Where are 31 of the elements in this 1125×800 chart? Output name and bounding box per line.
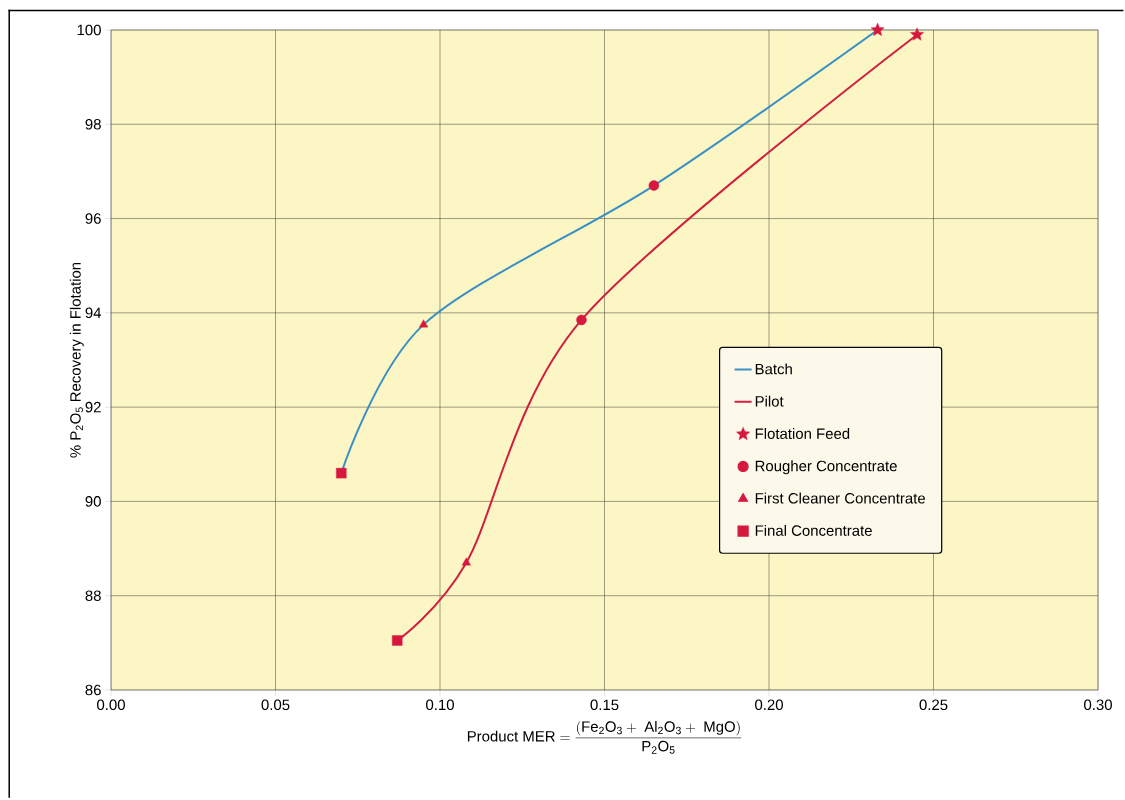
y-tick-label: 98 xyxy=(85,118,101,130)
legend-label: Final Concentrate xyxy=(755,524,872,536)
x-tick-label: 0.00 xyxy=(97,699,125,711)
y-tick-label: 86 xyxy=(85,684,101,696)
x-axis-title: $\mathrm{Product\ MER} = \frac{(\mathrm{Fe_2O_3}+\ \mathrm{Al_2O_3}+\ \mathrm{MgO})}{\mathrm{P_2O_5}}$ xyxy=(467,720,742,754)
x-tick-label: 0.15 xyxy=(590,699,619,711)
point xyxy=(461,557,471,566)
y-tick-label: 90 xyxy=(85,496,101,507)
point xyxy=(336,467,347,479)
x-tick-label: 0.25 xyxy=(919,699,948,711)
x-tick-label: 0.20 xyxy=(755,699,783,711)
point xyxy=(576,314,587,326)
x-tick-label: 0.10 xyxy=(426,699,454,711)
y-axis-title: % P$_{2}$O$_{5}$ Recovery in Flotation xyxy=(69,262,84,458)
y-tick-label: 100 xyxy=(77,24,101,36)
x-tick-label: 0.05 xyxy=(261,699,290,711)
point xyxy=(870,22,885,36)
point xyxy=(419,319,429,328)
point xyxy=(392,635,403,646)
legend-label: First Cleaner Concentrate xyxy=(755,492,925,504)
legend-label: Pilot xyxy=(755,395,784,407)
y-tick-label: 94 xyxy=(85,307,102,319)
legend-label: Rougher Concentrate xyxy=(755,460,897,475)
y-tick-label: 96 xyxy=(85,213,101,224)
point xyxy=(910,27,924,41)
y-tick-label: 92 xyxy=(85,401,101,413)
y-tick-label: 88 xyxy=(85,590,101,601)
legend-label: Flotation Feed xyxy=(755,427,850,439)
legend-label: Batch xyxy=(755,363,792,375)
point xyxy=(648,180,660,191)
x-tick-label: 0.30 xyxy=(1084,699,1112,711)
